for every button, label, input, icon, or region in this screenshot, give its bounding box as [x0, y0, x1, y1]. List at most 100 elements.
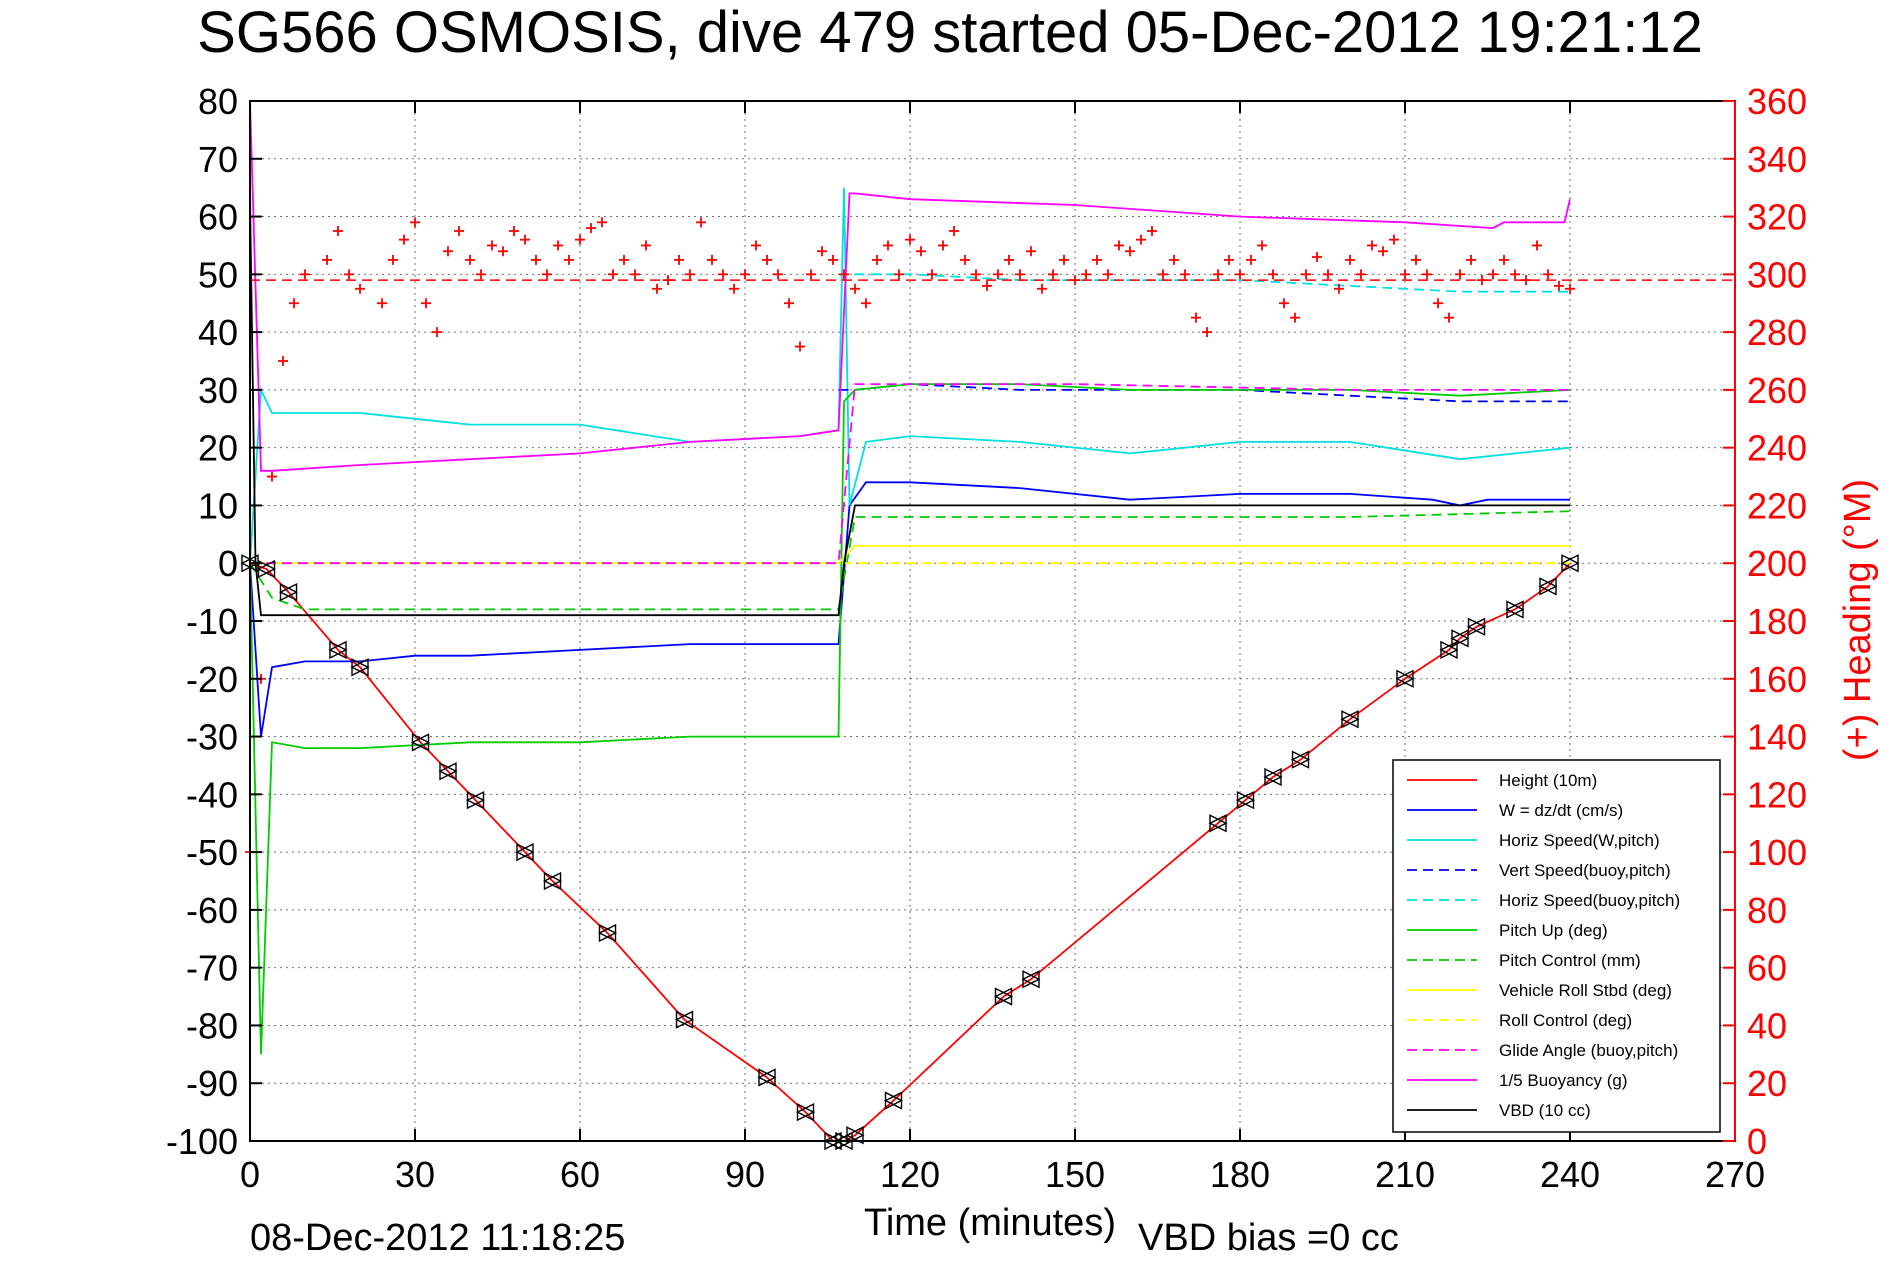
heading-point — [828, 254, 838, 265]
heading-point — [575, 234, 585, 245]
legend-entry: Glide Angle (buoy,pitch) — [1407, 1041, 1678, 1060]
heading-point — [1147, 226, 1157, 236]
heading-point — [773, 269, 783, 280]
x-tick-label: 60 — [560, 1154, 600, 1195]
heading-point — [1521, 275, 1531, 286]
y-right-tick-label: 200 — [1747, 543, 1807, 584]
heading-point — [872, 254, 882, 265]
heading-point — [1103, 269, 1113, 280]
heading-point — [1543, 269, 1553, 280]
legend-label: Horiz Speed(W,pitch) — [1499, 831, 1660, 850]
depth-sample-marker — [883, 1091, 904, 1110]
y-right-tick-label: 180 — [1747, 601, 1807, 642]
heading-point — [1070, 275, 1080, 286]
heading-point — [795, 341, 805, 352]
heading-point — [542, 269, 552, 280]
depth-sample-marker — [1538, 577, 1558, 596]
series-pitch-up-deg — [249, 383, 1571, 1055]
x-tick-label: 180 — [1210, 1154, 1270, 1195]
heading-point — [1466, 254, 1476, 265]
depth-sample-marker — [350, 658, 370, 677]
heading-point — [949, 226, 959, 236]
heading-point — [1048, 269, 1058, 280]
x-tick-label: 120 — [880, 1154, 940, 1195]
x-tick-label: 0 — [240, 1154, 260, 1195]
heading-point — [960, 254, 970, 265]
heading-point — [1499, 254, 1509, 265]
heading-point — [509, 226, 519, 236]
depth-sample-marker — [1450, 629, 1470, 648]
y-tick-label: -30 — [186, 717, 238, 758]
heading-point — [916, 246, 926, 257]
x-axis-label: Time (minutes) — [864, 1202, 1116, 1244]
heading-point — [696, 217, 706, 228]
y-tick-label: 0 — [218, 543, 238, 584]
x-tick-label: 270 — [1705, 1154, 1765, 1195]
series-glide-angle-buoy-pitch — [250, 383, 1570, 565]
legend-entry: Vert Speed(buoy,pitch) — [1407, 861, 1671, 880]
heading-point — [586, 223, 596, 234]
y-right-tick-label: 220 — [1747, 485, 1807, 526]
y-right-tick-label: 320 — [1747, 197, 1807, 238]
y-tick-label: -20 — [186, 659, 238, 700]
heading-point — [1389, 234, 1399, 245]
heading-point — [1180, 269, 1190, 280]
y-right-tick-label: 0 — [1747, 1121, 1767, 1162]
depth-sample-marker — [278, 582, 299, 602]
x-tick-label: 90 — [725, 1154, 765, 1195]
heading-point — [762, 254, 772, 265]
y-right-axis-label: (+) Heading (°M) — [1837, 479, 1879, 761]
legend-label: Pitch Control (mm) — [1499, 951, 1641, 970]
y-right-tick-label: 20 — [1747, 1063, 1787, 1104]
heading-point — [454, 226, 464, 236]
series-layer — [249, 100, 1571, 1142]
y-tick-label: -60 — [186, 890, 238, 931]
y-tick-label: -10 — [186, 601, 238, 642]
depth-sample-marker — [1340, 710, 1360, 729]
heading-point — [1488, 269, 1498, 280]
heading-point — [1037, 283, 1047, 294]
heading-point — [784, 298, 794, 309]
heading-point — [1323, 269, 1333, 280]
legend-label: VBD (10 cc) — [1499, 1101, 1591, 1120]
x-tick-label: 240 — [1540, 1154, 1600, 1195]
heading-point — [685, 269, 695, 280]
heading-point — [641, 240, 651, 251]
heading-point — [1345, 254, 1355, 265]
depth-sample-marker — [328, 640, 348, 660]
legend-label: Vert Speed(buoy,pitch) — [1499, 861, 1671, 880]
heading-point — [278, 356, 288, 366]
heading-point — [1400, 269, 1410, 280]
heading-point — [1092, 254, 1102, 265]
heading-point — [1235, 269, 1245, 280]
heading-point — [982, 280, 992, 291]
legend-entry: 1/5 Buoyancy (g) — [1407, 1071, 1628, 1090]
depth-sample-marker — [1505, 600, 1525, 619]
heading-point — [938, 240, 948, 251]
legend-label: Pitch Up (deg) — [1499, 921, 1608, 940]
heading-point — [1477, 275, 1487, 286]
depth-sample-marker — [1290, 750, 1311, 769]
y-tick-label: -100 — [166, 1121, 238, 1162]
heading-point — [1334, 283, 1344, 294]
heading-point — [333, 226, 343, 236]
depth-sample-marker — [1208, 814, 1228, 833]
heading-point — [850, 283, 860, 294]
heading-point — [443, 246, 453, 257]
heading-point — [1532, 240, 1542, 251]
y-right-tick-label: 140 — [1747, 717, 1807, 758]
heading-point — [707, 254, 717, 265]
heading-point — [1004, 254, 1014, 265]
depth-sample-marker — [515, 842, 535, 862]
depth-sample-marker — [1439, 640, 1459, 660]
heading-point — [289, 298, 299, 309]
legend-entry: Vehicle Roll Stbd (deg) — [1407, 981, 1672, 1000]
heading-point — [498, 246, 508, 257]
legend-box — [1392, 759, 1721, 1133]
depth-sample-marker — [795, 1102, 816, 1122]
y-tick-label: -70 — [186, 948, 238, 989]
depth-sample-marker — [1560, 554, 1580, 573]
y-right-tick-label: 40 — [1747, 1005, 1787, 1046]
heading-point — [432, 327, 442, 338]
y-tick-label: 40 — [198, 312, 238, 353]
